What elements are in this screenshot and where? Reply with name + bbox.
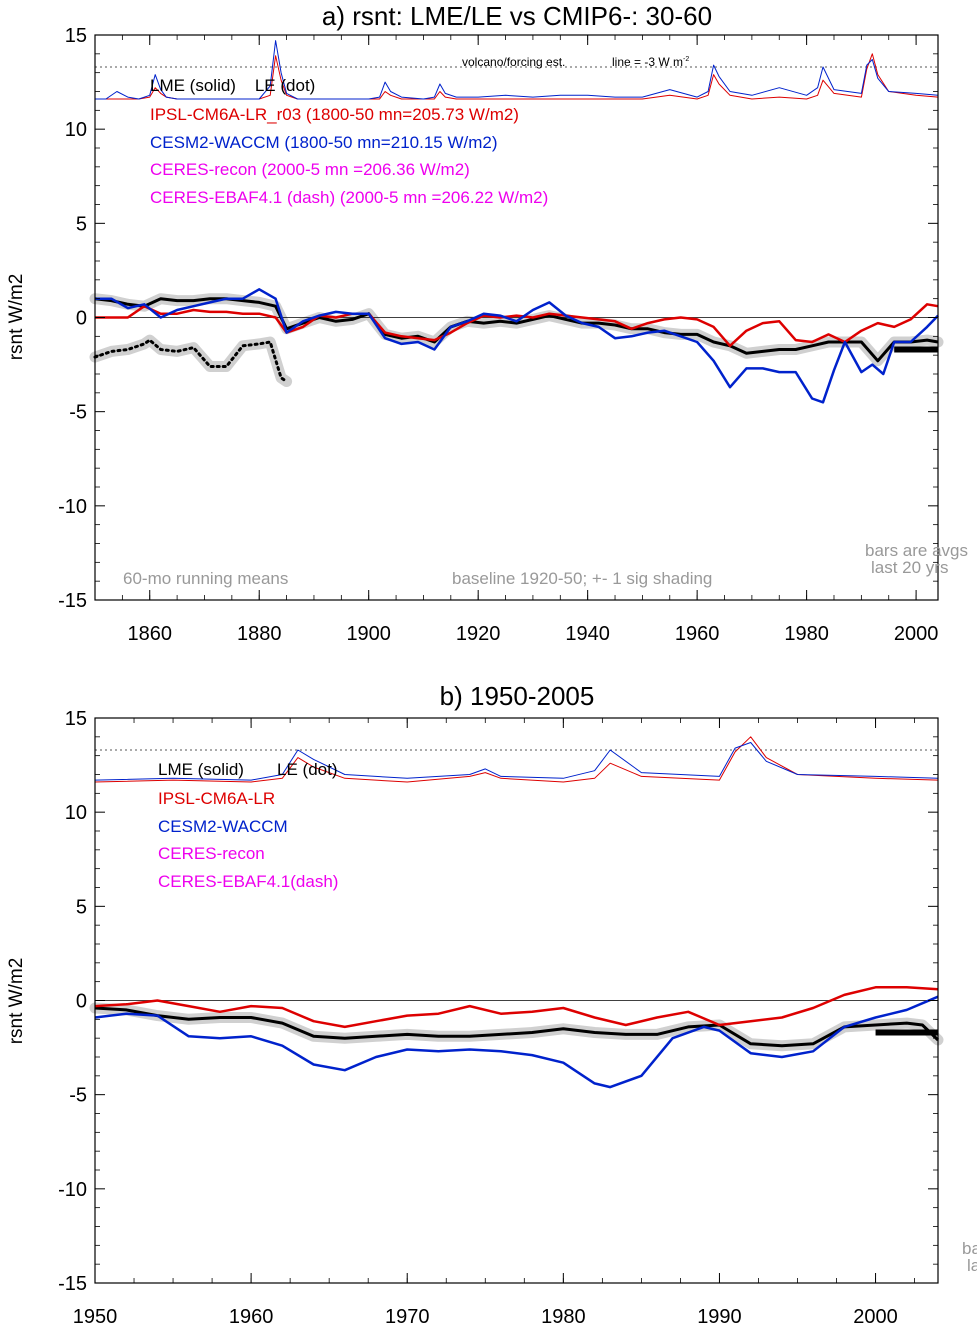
legend-item-ceres-recon-b: CERES-recon xyxy=(158,844,265,863)
chart-panel-a: a) rsnt: LME/LE vs CMIP6-: 30-60 rsnt W/… xyxy=(6,1,968,645)
legend-item-ipsl-b: IPSL-CM6A-LR xyxy=(158,789,275,808)
legend-item-ceres-recon-a: CERES-recon (2000-5 mn =206.36 W/m2) xyxy=(150,160,470,179)
chart-title-b: b) 1950-2005 xyxy=(440,681,595,711)
y-tick-label: -15 xyxy=(58,1273,87,1295)
y-tick-label: -5 xyxy=(69,1085,87,1107)
legend-item-cesm-a: CESM2-WACCM (1800-50 mn=210.15 W/m2) xyxy=(150,133,498,152)
y-tick-label: 15 xyxy=(65,25,87,47)
y-tick-label: 0 xyxy=(76,991,87,1013)
y-tick-label: -5 xyxy=(69,402,87,424)
x-tick-label: 1960 xyxy=(675,623,720,645)
series-line-ipsl xyxy=(94,986,939,1029)
series-line-volcano_ipsl xyxy=(94,736,939,783)
axis-ticks-a: -15 -10 -5 0 5 10 15 1860 1880 1900 1920 1940 1960 19… xyxy=(58,25,938,645)
legend-b: LME (solid) LE (dot) IPSL-CM6A-LR CESM2-… xyxy=(158,760,338,891)
x-tick-label: 1940 xyxy=(565,623,610,645)
x-tick-label: 1900 xyxy=(346,623,391,645)
series-line-lme xyxy=(94,297,939,363)
series-line-le xyxy=(93,338,289,383)
y-tick-label: 5 xyxy=(76,213,87,235)
plot-area-a: -15 -10 -5 0 5 10 15 1860 1880 1900 1920 1940 1960 19… xyxy=(58,25,944,645)
x-tick-label: 1950 xyxy=(73,1306,118,1325)
series-lines-a xyxy=(93,40,939,404)
legend-header-a: LME (solid) LE (dot) xyxy=(150,76,315,95)
x-tick-label: 1860 xyxy=(127,623,172,645)
x-tick-label: 1960 xyxy=(229,1306,274,1325)
annotation-last-years-b: last 20 yrs xyxy=(967,1256,977,1275)
y-tick-label: -15 xyxy=(58,590,87,612)
y-axis-label-b: rsnt W/m2 xyxy=(6,958,27,1045)
x-tick-label: 2000 xyxy=(853,1306,898,1325)
y-tick-label: 10 xyxy=(65,802,87,824)
series-line-volcano_cesm xyxy=(95,40,939,100)
annotation-volcano: volcano/forcing est. xyxy=(462,55,565,69)
annotation-bars-avgs-a: bars are avgs xyxy=(865,541,968,560)
annotation-bars-avgs-b: bars are avgs xyxy=(962,1239,977,1258)
x-tick-label: 1970 xyxy=(385,1306,430,1325)
y-tick-label: -10 xyxy=(58,1179,87,1201)
annotation-last-years-a: last 20 yrs xyxy=(871,558,948,577)
legend-a: LME (solid) LE (dot) IPSL-CM6A-LR_r03 (1… xyxy=(150,76,548,207)
annotation-running-means: 60-mo running means xyxy=(123,569,288,588)
x-tick-label: 1980 xyxy=(541,1306,586,1325)
legend-item-ceres-ebaf-b: CERES-EBAF4.1(dash) xyxy=(158,872,338,891)
annotation-baseline: baseline 1920-50; +- 1 sig shading xyxy=(452,569,712,588)
plot-frame-b xyxy=(94,717,939,1284)
annotation-line-ref: line = -3 W m-2 xyxy=(612,55,689,69)
x-tick-label: 2000 xyxy=(894,623,939,645)
y-tick-label: 5 xyxy=(76,896,87,918)
series-line-ipsl xyxy=(95,303,939,348)
plot-area-b: -15 -10 -5 0 5 10 15 1950 1960 1970 1980 1990 2000 xyxy=(58,708,944,1325)
y-tick-label: 0 xyxy=(76,308,87,330)
x-tick-label: 1990 xyxy=(697,1306,742,1325)
y-tick-label: 10 xyxy=(65,119,87,141)
legend-header-b: LME (solid) LE (dot) xyxy=(158,760,338,779)
series-line-cesm xyxy=(95,288,939,404)
legend-item-ceres-ebaf-a: CERES-EBAF4.1 (dash) (2000-5 mn =206.22 … xyxy=(150,188,548,207)
y-tick-label: -10 xyxy=(58,496,87,518)
reference-lines-a xyxy=(95,66,938,318)
x-tick-label: 1880 xyxy=(237,623,282,645)
series-line-lme xyxy=(94,1006,940,1048)
reference-lines-b xyxy=(95,749,938,1001)
x-tick-label: 1980 xyxy=(784,623,829,645)
series-line-volcano_cesm xyxy=(94,742,939,781)
chart-title-a: a) rsnt: LME/LE vs CMIP6-: 30-60 xyxy=(322,1,712,31)
y-tick-label: 15 xyxy=(65,708,87,730)
legend-item-cesm-b: CESM2-WACCM xyxy=(158,817,288,836)
legend-item-ipsl-a: IPSL-CM6A-LR_r03 (1800-50 mn=205.73 W/m2… xyxy=(150,105,519,124)
series-shade-lme xyxy=(89,293,944,367)
chart-panel-b: b) 1950-2005 rsnt W/m2 -15 -10 -5 0 5 10 15 195… xyxy=(6,681,977,1325)
series-line-cesm xyxy=(94,995,939,1089)
plot-frame-a xyxy=(94,34,939,601)
series-lines-b xyxy=(94,736,940,1089)
x-tick-label: 1920 xyxy=(456,623,501,645)
y-axis-label-a: rsnt W/m2 xyxy=(6,274,27,361)
series-shade-le xyxy=(89,334,293,387)
